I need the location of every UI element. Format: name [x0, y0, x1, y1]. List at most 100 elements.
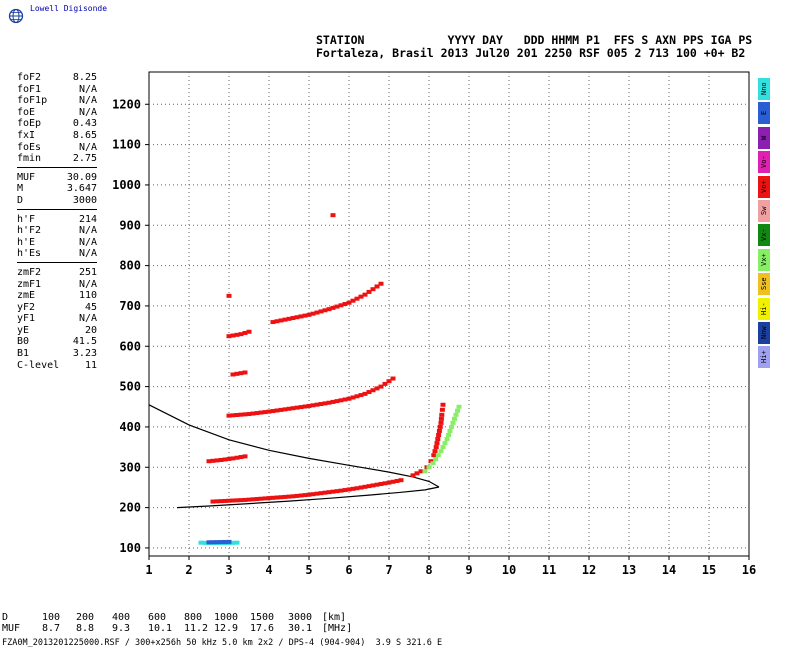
echo-point [198, 540, 204, 545]
echo-point [214, 540, 220, 545]
echo-point [238, 371, 244, 376]
echo-point [366, 390, 372, 395]
table-cell: 3000 [288, 612, 313, 623]
echo-point [378, 281, 384, 286]
echo-point [330, 305, 336, 310]
echo-point [298, 314, 304, 319]
echo-point [234, 498, 240, 503]
echo-point [346, 300, 352, 305]
echo-point [439, 412, 445, 417]
param-value: N/A [78, 225, 97, 237]
legend-item: Hi- [758, 297, 770, 320]
echo-point [254, 497, 260, 502]
param-row: B1 3.23 [17, 348, 97, 360]
echo-point [282, 317, 288, 322]
echo-point [310, 403, 316, 408]
echo-point [230, 456, 236, 461]
echo-point [302, 404, 308, 409]
param-value: 3.647 [66, 183, 97, 195]
echo-point [433, 445, 439, 450]
param-name: M [17, 183, 24, 195]
table-cell: 1500 [250, 612, 275, 623]
echo-point [354, 486, 360, 491]
param-name: h'E [17, 236, 36, 248]
echo-point [302, 313, 308, 318]
echo-point [226, 456, 232, 461]
echo-point [234, 332, 240, 337]
echo-point [282, 407, 288, 412]
echo-point [274, 319, 280, 324]
echo-point [374, 386, 380, 391]
echo-point [398, 478, 404, 483]
legend-item: Nno [758, 78, 770, 100]
echo-point [358, 393, 364, 398]
table-cell: 800 [184, 612, 203, 623]
param-name: B0 [17, 336, 30, 348]
echo-point [350, 395, 356, 400]
echo-point [446, 433, 451, 437]
echo-point [382, 381, 388, 386]
param-name: h'F [17, 213, 36, 225]
echo-point [210, 540, 216, 545]
echo-point [374, 482, 380, 487]
echo-point [334, 489, 340, 494]
echo-point [206, 540, 212, 545]
echo-point [302, 493, 308, 498]
param-row: zmF2 251 [17, 267, 97, 279]
x-tick-label: 11 [542, 563, 556, 577]
legend: Nno E W Vo- Vo+ Sw Vx- Vx+ Sse Hi- Nnw Hi+ [758, 78, 772, 371]
row-label: MUF [2, 623, 21, 634]
echo-point [306, 312, 312, 317]
y-tick-label: 100 [119, 541, 141, 555]
y-tick-label: 700 [119, 299, 141, 313]
echo-point [382, 481, 388, 486]
echo-point [298, 405, 304, 410]
echo-point [238, 332, 244, 337]
echo-point [362, 391, 368, 396]
y-tick-label: 1000 [112, 178, 141, 192]
x-tick-label: 7 [385, 563, 392, 577]
param-row: B0 41.5 [17, 336, 97, 348]
echo-point [426, 465, 432, 470]
param-row: M 3.647 [17, 183, 97, 195]
y-tick-label: 600 [119, 339, 141, 353]
param-value: 20 [84, 324, 97, 336]
x-tick-label: 5 [305, 563, 312, 577]
echo-point [346, 396, 352, 401]
echo-point [262, 496, 268, 501]
x-tick-label: 16 [742, 563, 756, 577]
y-tick-label: 1200 [112, 97, 141, 111]
echo-point [440, 445, 446, 450]
profile-curve [176, 486, 440, 509]
echo-point [452, 416, 457, 421]
echo-point [444, 437, 450, 442]
echo-point [378, 482, 384, 487]
param-name: yE [17, 324, 30, 336]
param-row: MUF 30.09 [17, 172, 97, 184]
echo-point [354, 296, 360, 301]
param-name: fxI [17, 129, 36, 141]
param-row: foEp 0.43 [17, 118, 97, 130]
param-name: foEp [17, 118, 42, 130]
param-name: zmF2 [17, 266, 42, 278]
echo-point [390, 376, 396, 381]
echo-point [455, 408, 460, 413]
echo-point [326, 490, 332, 495]
echo-point [230, 413, 236, 418]
echo-point [222, 498, 228, 503]
x-tick-label: 2 [185, 563, 192, 577]
param-value: N/A [78, 248, 97, 260]
echo-point [230, 372, 236, 377]
echo-point [326, 400, 332, 405]
echo-point [366, 484, 372, 489]
echo-point [366, 289, 372, 294]
param-row: fxI 8.65 [17, 130, 97, 142]
param-value: N/A [78, 141, 97, 153]
echo-point [358, 294, 364, 299]
table-cell: 9.3 [112, 623, 131, 634]
echo-point [214, 499, 220, 504]
echo-point [210, 499, 216, 504]
echo-point [318, 402, 324, 407]
param-value: 8.65 [72, 129, 97, 141]
